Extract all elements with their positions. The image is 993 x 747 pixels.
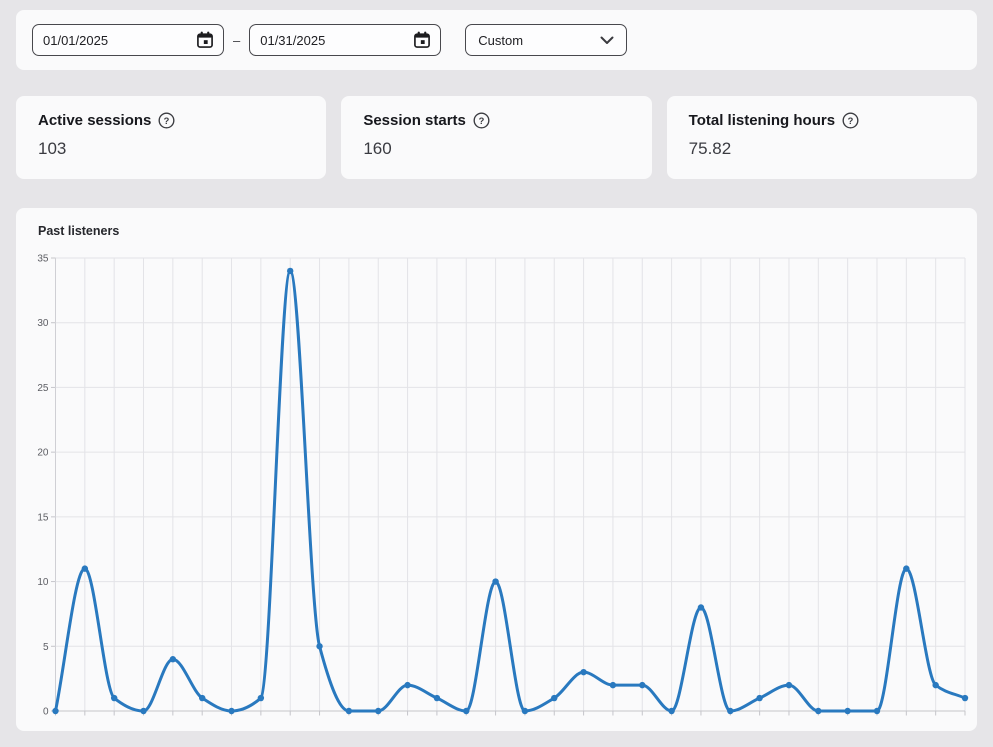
start-date-field[interactable] — [32, 24, 224, 56]
stat-label: Session starts — [363, 112, 466, 129]
stat-value: 75.82 — [688, 139, 732, 158]
svg-text:10: 10 — [37, 577, 49, 588]
svg-text:35: 35 — [37, 254, 49, 265]
svg-text:25: 25 — [37, 383, 49, 394]
chevron-down-icon — [600, 36, 614, 45]
svg-text:?: ? — [848, 116, 854, 126]
date-range-preset-select[interactable]: Custom — [465, 24, 628, 56]
chart-title: Past listeners — [38, 224, 120, 238]
date-range-toolbar: – Custom — [16, 10, 977, 70]
svg-text:5: 5 — [43, 642, 49, 653]
help-icon[interactable]: ? — [158, 112, 175, 129]
stat-value: 103 — [38, 139, 67, 158]
stats-row: Active sessions ? 103 Session starts ? 1… — [16, 96, 977, 179]
calendar-icon[interactable] — [194, 29, 216, 51]
stat-card-active-sessions: Active sessions ? 103 — [16, 96, 327, 179]
svg-text:?: ? — [164, 116, 170, 126]
help-icon[interactable]: ? — [842, 112, 859, 129]
svg-text:0: 0 — [43, 707, 49, 718]
stat-label: Total listening hours — [688, 112, 836, 129]
stat-value: 160 — [363, 139, 392, 158]
end-date-field[interactable] — [249, 24, 442, 56]
help-icon[interactable]: ? — [473, 112, 490, 129]
start-date-input[interactable] — [43, 32, 194, 48]
calendar-icon[interactable] — [411, 29, 433, 51]
stat-label: Active sessions — [38, 112, 152, 129]
svg-text:30: 30 — [37, 318, 49, 329]
stat-card-session-starts: Session starts ? 160 — [341, 96, 652, 179]
preset-select-value: Custom — [478, 32, 524, 48]
past-listeners-chart-card: Past listeners 0 5 10 15 20 25 30 35 — [16, 208, 977, 731]
stat-card-total-listening-hours: Total listening hours ? 75.82 — [666, 96, 977, 179]
svg-text:15: 15 — [37, 512, 49, 523]
svg-text:20: 20 — [37, 448, 49, 459]
end-date-input[interactable] — [260, 32, 412, 48]
date-range-separator: – — [233, 32, 241, 48]
past-listeners-line-chart: 0 5 10 15 20 25 30 35 — [37, 254, 969, 718]
svg-text:?: ? — [479, 116, 485, 126]
